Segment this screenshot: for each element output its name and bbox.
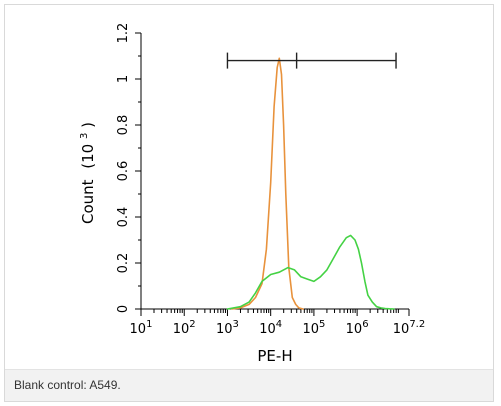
- y-tick-label: 0.2: [116, 253, 131, 274]
- histogram-series-2: [226, 234, 395, 310]
- y-axis-label: Count (10 3 ): [73, 122, 97, 224]
- x-tick-label: 103: [216, 319, 239, 337]
- y-tick-label: 0: [116, 305, 131, 313]
- x-tick-label: 106: [346, 319, 369, 337]
- x-tick-base: 10: [346, 322, 363, 337]
- x-tick-exponent: 3: [233, 319, 239, 330]
- x-tick-exponent: 5: [319, 319, 325, 330]
- x-tick-exponent: 1: [146, 319, 152, 330]
- x-tick-label: 104: [259, 319, 282, 337]
- y-axis-label-base: (10: [79, 144, 97, 169]
- y-axis-label-close: ): [79, 122, 97, 128]
- x-tick-label: 102: [173, 319, 196, 337]
- y-tick-label: 0.4: [116, 207, 131, 228]
- y-tick-label: 0.6: [116, 161, 131, 182]
- y-tick-label: 1: [116, 75, 131, 83]
- x-tick-base: 10: [173, 322, 190, 337]
- x-tick-label: 105: [302, 319, 325, 337]
- histogram-panel: 0 0.2 0.4 0.6 0.8 1 1.2 101 102 103 104 105 106 107.2…: [69, 13, 441, 369]
- x-tick-base: 10: [216, 322, 233, 337]
- x-tick-base: 10: [393, 322, 410, 337]
- y-axis-label-exp: 3: [79, 133, 90, 139]
- caption-bar: Blank control: A549.: [5, 369, 493, 401]
- x-tick-base: 10: [130, 322, 147, 337]
- figure-caption: Blank control: A549.: [14, 378, 121, 392]
- y-axis-label-main: Count: [79, 179, 97, 224]
- x-tick-label: 101: [130, 319, 153, 337]
- y-tick-label: 0.8: [116, 115, 131, 136]
- figure-frame: 0 0.2 0.4 0.6 0.8 1 1.2 101 102 103 104 105 106 107.2…: [4, 4, 494, 402]
- x-axis-label: PE-H: [257, 347, 292, 365]
- x-tick-base: 10: [259, 322, 276, 337]
- y-tick-label: 1.2: [116, 23, 131, 44]
- x-tick-exponent: 6: [362, 319, 368, 330]
- x-tick-label: 107.2: [393, 319, 425, 337]
- x-tick-exponent: 7.2: [409, 319, 425, 330]
- histogram-series-1: [231, 57, 304, 310]
- x-tick-exponent: 4: [276, 319, 282, 330]
- x-tick-exponent: 2: [189, 319, 195, 330]
- x-tick-base: 10: [302, 322, 319, 337]
